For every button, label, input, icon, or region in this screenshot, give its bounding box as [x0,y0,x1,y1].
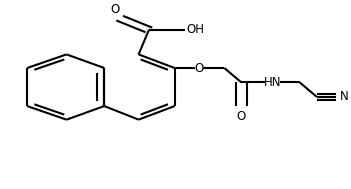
Text: N: N [340,91,349,104]
Text: O: O [194,61,203,74]
Text: HN: HN [264,76,281,89]
Text: O: O [237,110,246,123]
Text: OH: OH [186,23,204,36]
Text: O: O [110,3,119,16]
